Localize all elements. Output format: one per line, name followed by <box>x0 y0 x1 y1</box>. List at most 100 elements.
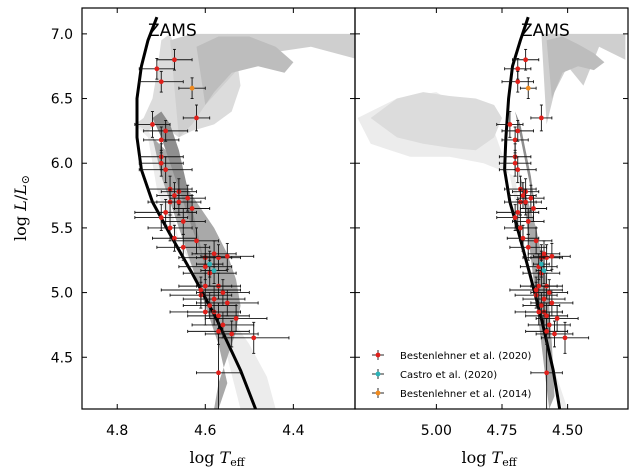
point-marker <box>536 283 542 289</box>
data-point <box>204 320 259 348</box>
point-marker <box>211 268 217 273</box>
point-marker <box>163 128 169 134</box>
point-marker <box>523 57 529 63</box>
legend-entry: Bestenlehner et al. (2014) <box>372 388 532 400</box>
series-3 <box>519 77 537 99</box>
point-marker <box>515 167 521 173</box>
data-point <box>530 104 553 132</box>
point-marker <box>216 370 221 376</box>
point-marker <box>207 261 213 267</box>
density-level-2 <box>370 92 502 151</box>
point-marker <box>154 66 160 72</box>
data-point <box>178 77 206 99</box>
point-marker <box>533 238 539 244</box>
data-point <box>156 233 211 261</box>
point-marker <box>546 322 552 328</box>
panel-left: 4.8 4.6 4.4 4.5 5.0 5.5 6.0 6.5 7.0 ZAMS log Tef… <box>11 7 356 468</box>
point-marker <box>538 303 544 308</box>
data-point <box>519 77 537 99</box>
zams-label-left: ZAMS <box>148 21 197 41</box>
data-point <box>156 48 193 71</box>
data-point <box>504 214 537 242</box>
axes-frame-right <box>354 7 629 410</box>
data-point <box>533 250 550 278</box>
point-marker <box>515 128 521 134</box>
point-marker <box>544 313 550 319</box>
data-point <box>160 208 206 235</box>
data-point <box>533 242 571 270</box>
point-marker <box>158 160 164 166</box>
point-marker <box>189 206 195 211</box>
point-marker <box>525 219 531 224</box>
point-marker <box>517 225 523 231</box>
point-marker <box>251 335 257 341</box>
point-marker <box>207 303 213 308</box>
legend: Bestenlehner et al. (2020) Castro et al. … <box>372 350 532 400</box>
data-point <box>147 214 193 242</box>
point-marker <box>525 244 531 250</box>
data-point <box>156 182 193 209</box>
data-point <box>496 204 534 231</box>
data-point <box>509 188 542 216</box>
x-axis-label-left: log Teff <box>189 448 245 468</box>
data-point <box>540 321 590 354</box>
point-marker <box>507 122 513 127</box>
point-marker <box>180 244 186 250</box>
data-point <box>138 149 184 177</box>
zams-label-right: ZAMS <box>521 21 570 41</box>
data-point <box>174 195 211 222</box>
legend-label: Bestenlehner et al. (2020) <box>400 351 532 362</box>
data-point <box>138 70 184 93</box>
data-point <box>504 57 532 80</box>
point-marker <box>525 85 531 91</box>
point-marker <box>194 115 199 121</box>
data-point <box>509 182 537 209</box>
point-marker <box>549 300 555 306</box>
series-3 <box>178 77 206 99</box>
point-marker <box>172 235 177 241</box>
ticks-left: 4.8 4.6 4.4 4.5 5.0 5.5 6.0 6.5 7.0 <box>51 8 355 439</box>
point-marker <box>515 209 521 215</box>
point-marker <box>172 57 177 63</box>
point-marker <box>531 206 536 211</box>
point-marker <box>528 195 534 201</box>
data-point <box>535 320 574 348</box>
point-marker <box>544 370 550 376</box>
point-marker <box>541 296 547 302</box>
data-point <box>156 188 202 216</box>
point-marker <box>233 316 239 321</box>
data-point <box>134 204 189 231</box>
x-tick-label: 5.00 <box>421 423 452 439</box>
panel-right: 5.00 4.75 4.50 ZAMS log Teff Bestenlehner … <box>354 7 629 468</box>
data-point <box>512 208 545 235</box>
point-marker <box>546 290 552 295</box>
data-point <box>522 292 561 319</box>
legend-label: Castro et al. (2020) <box>400 370 497 381</box>
data-point <box>498 156 537 184</box>
zams-track-right <box>503 16 562 409</box>
point-marker <box>220 322 226 328</box>
point-marker <box>185 195 191 201</box>
y-tick-label: 5.0 <box>51 286 73 302</box>
point-marker <box>538 261 544 267</box>
point-marker <box>198 287 204 293</box>
data-point <box>160 276 241 304</box>
density-level-4 <box>196 36 294 105</box>
data-point <box>187 302 250 330</box>
x-axis-label-right: log Teff <box>461 448 517 468</box>
point-marker <box>194 238 199 244</box>
data-point <box>519 195 548 222</box>
point-marker <box>211 251 217 257</box>
legend-entry: Bestenlehner et al. (2020) <box>372 350 532 362</box>
data-point <box>200 257 228 284</box>
data-point <box>182 104 211 132</box>
x-tick-label: 4.8 <box>106 423 128 439</box>
point-marker <box>520 235 526 241</box>
y-axis-label: log L/L⊙ <box>11 175 32 241</box>
point-marker <box>158 79 164 85</box>
ticks-right: 5.00 4.75 4.50 <box>355 8 628 439</box>
point-marker <box>172 193 177 198</box>
y-tick-label: 7.0 <box>51 27 73 43</box>
point-marker <box>515 66 521 72</box>
